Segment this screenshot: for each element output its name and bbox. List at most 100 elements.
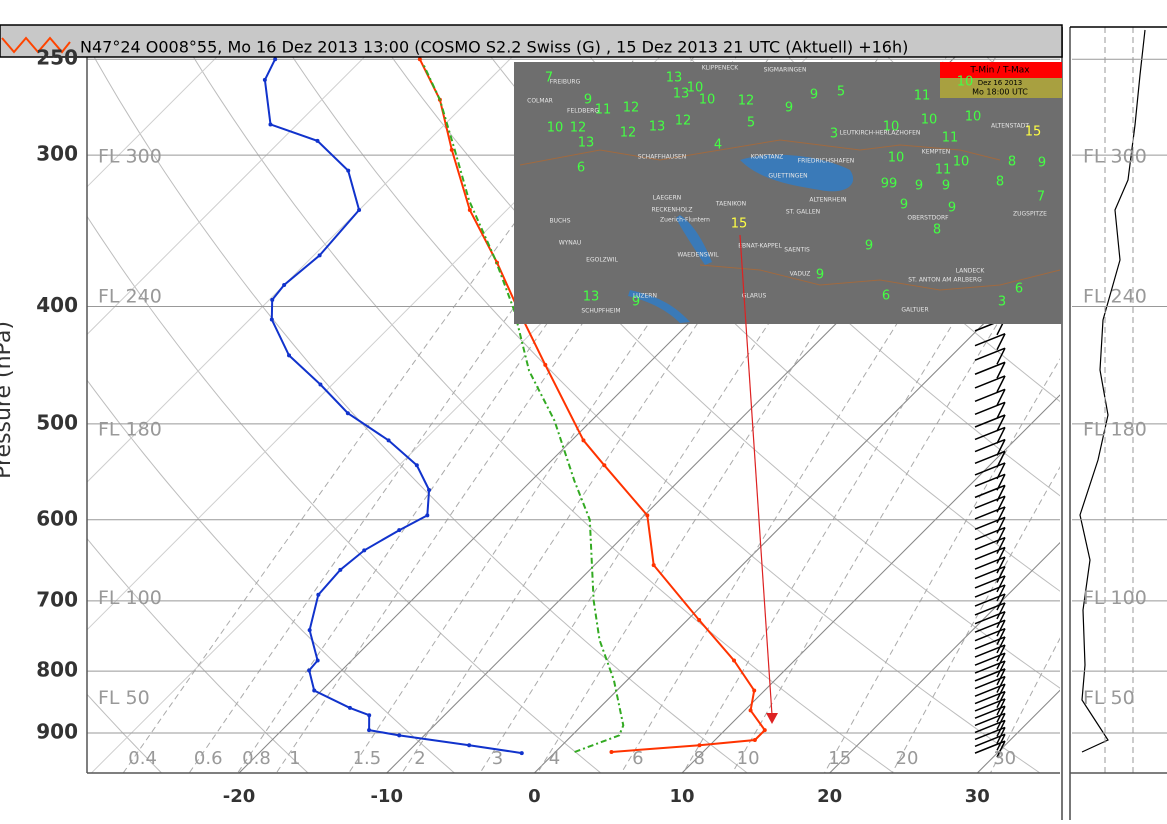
map-value: 9	[1038, 156, 1046, 171]
profile-point	[348, 706, 352, 710]
map-value: 13	[666, 71, 683, 86]
x-tick-label: -20	[223, 786, 256, 807]
y-tick-label: 700	[36, 587, 78, 611]
mixing-ratio-label: 15	[828, 748, 851, 769]
profile-point	[753, 738, 757, 742]
flight-level-label: FL 300	[98, 145, 162, 167]
side-flight-level-label: FL 240	[1083, 286, 1147, 308]
profile-point	[602, 463, 606, 467]
profile-point	[397, 733, 401, 737]
profile-point	[263, 78, 267, 82]
profile-point	[397, 528, 401, 532]
profile-point	[543, 363, 547, 367]
profile-point	[609, 750, 613, 754]
map-place: FREIBURG	[550, 79, 581, 86]
mixing-ratio-label: 1.5	[353, 748, 382, 769]
map-value: 6	[882, 289, 890, 304]
mixing-ratio-label: 8	[694, 748, 705, 769]
map-value: 10	[547, 121, 564, 136]
map-value: 13	[583, 290, 600, 305]
map-place: SCHUPFHEIM	[581, 308, 620, 315]
mixing-ratio-label: 30	[993, 748, 1016, 769]
map-place: WYNAU	[559, 240, 582, 247]
x-tick-label: 0	[528, 786, 541, 807]
side-flight-level-label: FL 100	[1083, 587, 1147, 609]
profile-point	[697, 618, 701, 622]
flight-level-label: FL 240	[98, 286, 162, 308]
mixing-ratio-label: 2	[414, 748, 425, 769]
profile-point	[273, 57, 277, 61]
mixing-ratio-label: 10	[737, 748, 760, 769]
map-value: 5	[837, 85, 845, 100]
map-value: 9	[948, 201, 956, 216]
map-place: COLMAR	[527, 98, 553, 105]
map-value: 12	[738, 94, 755, 109]
map-value: 10	[888, 151, 905, 166]
y-tick-label: 250	[36, 46, 78, 70]
map-value: 99	[881, 177, 898, 192]
profile-point	[450, 148, 454, 152]
map-value: 9	[816, 268, 824, 283]
map-value: 12	[675, 114, 692, 129]
map-place: LAEGERN	[653, 195, 681, 202]
map-place: ALTENSTADT	[991, 123, 1029, 130]
x-tick-label: 10	[669, 786, 694, 807]
map-place: VADUZ	[790, 271, 811, 278]
profile-point	[287, 353, 291, 357]
y-tick-label: 300	[36, 142, 78, 166]
map-value: 5	[747, 116, 755, 131]
mixing-ratio-label: 20	[896, 748, 919, 769]
map-value: 8	[1008, 155, 1016, 170]
map-value: 10	[965, 110, 982, 125]
map-value: 13	[673, 87, 690, 102]
map-value: 6	[1015, 282, 1023, 297]
map-value: 9	[584, 93, 592, 108]
map-place: OBERSTDORF	[907, 215, 949, 222]
map-place: GLARUS	[742, 293, 767, 300]
map-place: KLIPPENECK	[702, 65, 740, 72]
map-place: BUCHS	[549, 218, 570, 225]
map-value: 3	[998, 295, 1006, 310]
profile-point	[468, 208, 472, 212]
mixing-ratio-label: 0.4	[128, 748, 157, 769]
map-place: WAEDENSWIL	[677, 252, 719, 259]
profile-point	[307, 668, 311, 672]
map-value: 3	[830, 127, 838, 142]
profile-point	[749, 708, 753, 712]
map-value: 9	[942, 179, 950, 194]
profile-point	[308, 628, 312, 632]
map-value: 9	[900, 198, 908, 213]
profile-point	[268, 122, 272, 126]
mixing-ratio-label: 6	[632, 748, 643, 769]
map-value: 9	[915, 179, 923, 194]
map-inset: T-Min / T-Max Dez 16 2013 Mo 18:00 UTC 7…	[514, 62, 1062, 324]
map-place: FRIEDRICHSHAFEN	[798, 158, 855, 165]
profile-point	[338, 568, 342, 572]
header-title: N47°24 O008°55, Mo 16 Dez 2013 13:00 (CO…	[80, 38, 908, 57]
map-value: 11	[942, 131, 959, 146]
map-place: Zuerich-Fluntern	[660, 217, 710, 224]
map-legend-title: T-Min / T-Max	[969, 66, 1030, 76]
x-tick-label: 30	[965, 786, 990, 807]
map-place: ZUGSPITZE	[1013, 211, 1047, 218]
profile-point	[312, 688, 316, 692]
mixing-ratio-label: 1	[289, 748, 300, 769]
map-value: 8	[933, 223, 941, 238]
map-place: TAENIKON	[715, 201, 746, 208]
mixing-ratio-label: 0.8	[242, 748, 271, 769]
map-place: EBNAT-KAPPEL	[738, 243, 782, 250]
map-place: SIGMARINGEN	[764, 67, 807, 74]
y-tick-label: 800	[36, 658, 78, 682]
flight-level-label: FL 180	[98, 419, 162, 441]
map-value: 6	[577, 161, 585, 176]
profile-point	[697, 743, 701, 747]
map-value: 11	[914, 89, 931, 104]
map-place: EGOLZWIL	[586, 257, 618, 264]
map-value: 4	[714, 138, 722, 153]
profile-point	[315, 139, 319, 143]
profile-point	[270, 317, 274, 321]
profile-point	[425, 513, 429, 517]
map-value: 12	[570, 121, 587, 136]
map-legend-date: Dez 16 2013	[978, 79, 1023, 87]
